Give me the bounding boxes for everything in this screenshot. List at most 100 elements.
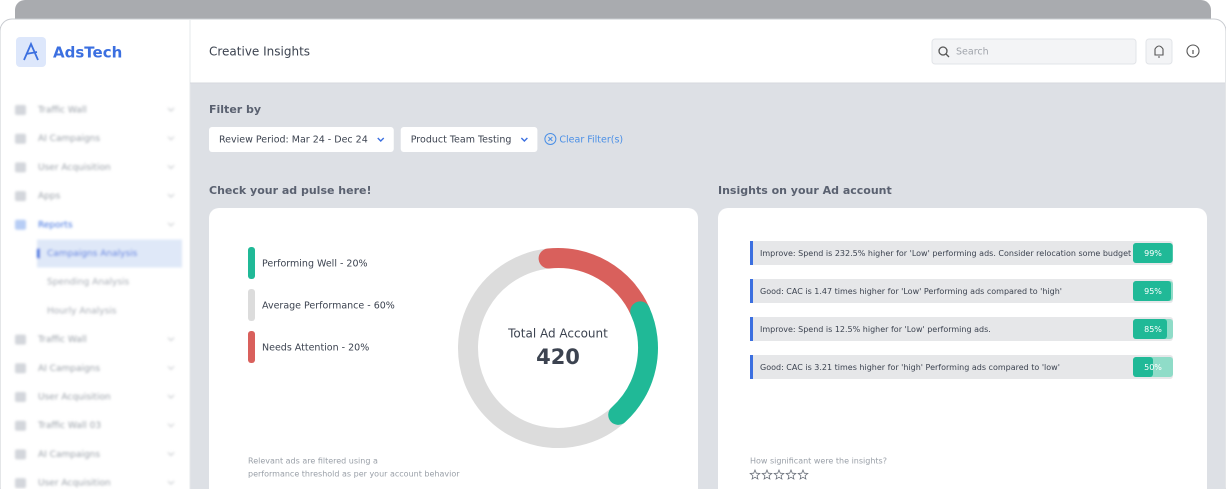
- legend-label: Average Performance - 60%: [262, 301, 395, 312]
- search-icon-handle: [945, 53, 950, 58]
- filter-dropdown[interactable]: [209, 127, 394, 152]
- nav-chevron: [167, 480, 175, 485]
- insight-badge: [1133, 357, 1153, 377]
- insights-title: Insights on your Ad account: [718, 184, 892, 197]
- rating-star[interactable]: [749, 468, 761, 480]
- rating-star[interactable]: [773, 468, 785, 480]
- logo-glyph: [23, 41, 39, 61]
- insight-row: [750, 241, 1173, 265]
- filter-dropdown-label: Product Team Testing: [411, 135, 512, 146]
- nav-chevron: [167, 423, 175, 428]
- insight-text: Good: CAC is 3.21 times higher for 'high…: [760, 363, 1060, 372]
- nav-icon: [15, 162, 26, 173]
- nav-chevron: [167, 452, 175, 457]
- filter-bar: Review Period: Mar 24 - Dec 24 Product Te…: [209, 127, 623, 152]
- donut-total: 420: [536, 345, 580, 369]
- nav-item[interactable]: AI Campaigns: [38, 450, 100, 460]
- legend-swatch: [248, 289, 255, 321]
- logo[interactable]: [16, 37, 46, 67]
- search-icon: [938, 46, 948, 56]
- donut-segment: [538, 248, 651, 322]
- nav-subitem[interactable]: Spending Analysis: [47, 278, 130, 288]
- nav-chevron: [167, 107, 175, 112]
- nav-chevron: [167, 193, 175, 198]
- nav-item[interactable]: AI Campaigns: [38, 134, 100, 144]
- nav-item[interactable]: User Acquisition: [38, 393, 111, 403]
- nav-subitem[interactable]: Hourly Analysis: [47, 306, 117, 316]
- nav-item[interactable]: Reports: [38, 220, 73, 230]
- nav-chevron: [167, 136, 175, 141]
- insight-percent: 50%: [1144, 363, 1162, 372]
- nav-icon: [15, 478, 26, 489]
- filter-label: Filter by: [209, 103, 261, 116]
- feedback-question: How significant were the insights?: [750, 457, 887, 466]
- nav-active-bg: [37, 239, 182, 268]
- insight-row: [750, 355, 1173, 379]
- insight-text: Good: CAC is 1.47 times higher for 'Low'…: [760, 287, 1062, 296]
- rating-star[interactable]: [785, 468, 797, 480]
- insight-accent: [750, 241, 753, 265]
- nav-subitem[interactable]: Campaigns Analysis: [47, 249, 138, 259]
- nav-icon: [15, 363, 26, 374]
- filter-dropdown[interactable]: [400, 127, 538, 152]
- insights-card: [718, 208, 1207, 489]
- dropdown-chevron: [520, 137, 528, 142]
- insight-badge: [1133, 281, 1171, 301]
- nav-chevron: [167, 165, 175, 170]
- pulse-content: Performing Well - 20% Average Performance…: [248, 247, 658, 448]
- pulse-card: [209, 208, 698, 489]
- nav-active-bar: [37, 248, 40, 259]
- insight-row: [750, 317, 1173, 341]
- nav-icon: [15, 334, 26, 345]
- insight-badge: [1133, 243, 1173, 263]
- clear-filters[interactable]: Clear Filter(s): [559, 135, 623, 146]
- page-title: Creative Insights: [209, 45, 310, 59]
- insights-list: Improve: Spend is 232.5% higher for 'Low…: [750, 241, 1173, 379]
- brand: AdsTech: [53, 44, 122, 62]
- insight-accent: [750, 317, 753, 341]
- bell-button[interactable]: [1145, 38, 1173, 65]
- legend-label: Needs Attention - 20%: [262, 343, 369, 354]
- donut-segment: [458, 248, 625, 448]
- clear-icon: [544, 133, 557, 145]
- bell-icon: [1154, 45, 1164, 58]
- rating-star[interactable]: [761, 468, 773, 480]
- nav-item[interactable]: AI Campaigns: [38, 364, 100, 374]
- nav-item[interactable]: Traffic Wall: [37, 106, 87, 116]
- filter-dropdown-label: Review Period: Mar 24 - Dec 24: [219, 135, 368, 146]
- search-box[interactable]: [931, 38, 1137, 65]
- nav-icon: [15, 133, 26, 144]
- nav-item[interactable]: Traffic Wall: [37, 335, 87, 345]
- donut-center-label: Total Ad Account: [507, 327, 608, 341]
- rating-stars: [749, 468, 809, 480]
- legend-swatch: [248, 247, 255, 279]
- insight-text: Improve: Spend is 232.5% higher for 'Low…: [760, 249, 1131, 258]
- nav-item[interactable]: Apps: [38, 192, 61, 202]
- nav-item[interactable]: Traffic Wall 03: [37, 421, 101, 431]
- legend-label: Performing Well - 20%: [262, 259, 368, 270]
- nav-icon: [15, 105, 26, 115]
- nav-icon: [15, 219, 26, 230]
- nav-chevron: [167, 365, 175, 371]
- rating-star[interactable]: [797, 468, 809, 480]
- insight-text: Improve: Spend is 12.5% higher for 'Low'…: [760, 325, 991, 334]
- nav-icon: [15, 392, 26, 402]
- nav-chevron: [167, 337, 175, 342]
- search-placeholder: Search: [956, 47, 989, 58]
- info-button[interactable]: [1186, 44, 1200, 58]
- insight-percent: 99%: [1144, 249, 1162, 258]
- nav-item[interactable]: User Acquisition: [38, 479, 111, 489]
- insight-percent: 95%: [1144, 287, 1162, 296]
- legend-swatch: [248, 331, 255, 363]
- sidebar-nav: Traffic Wall AI Campaigns User Acquisition…: [15, 105, 182, 489]
- nav-item[interactable]: User Acquisition: [38, 163, 111, 173]
- nav-icon: [15, 420, 26, 431]
- nav-chevron: [167, 222, 175, 227]
- pulse-note: Relevant ads are filtered using a: [248, 457, 378, 466]
- dropdown-chevron: [377, 137, 385, 142]
- insight-percent: 85%: [1144, 325, 1162, 334]
- insight-badge: [1133, 319, 1167, 339]
- insight-row: [750, 279, 1173, 303]
- insight-accent: [750, 355, 753, 379]
